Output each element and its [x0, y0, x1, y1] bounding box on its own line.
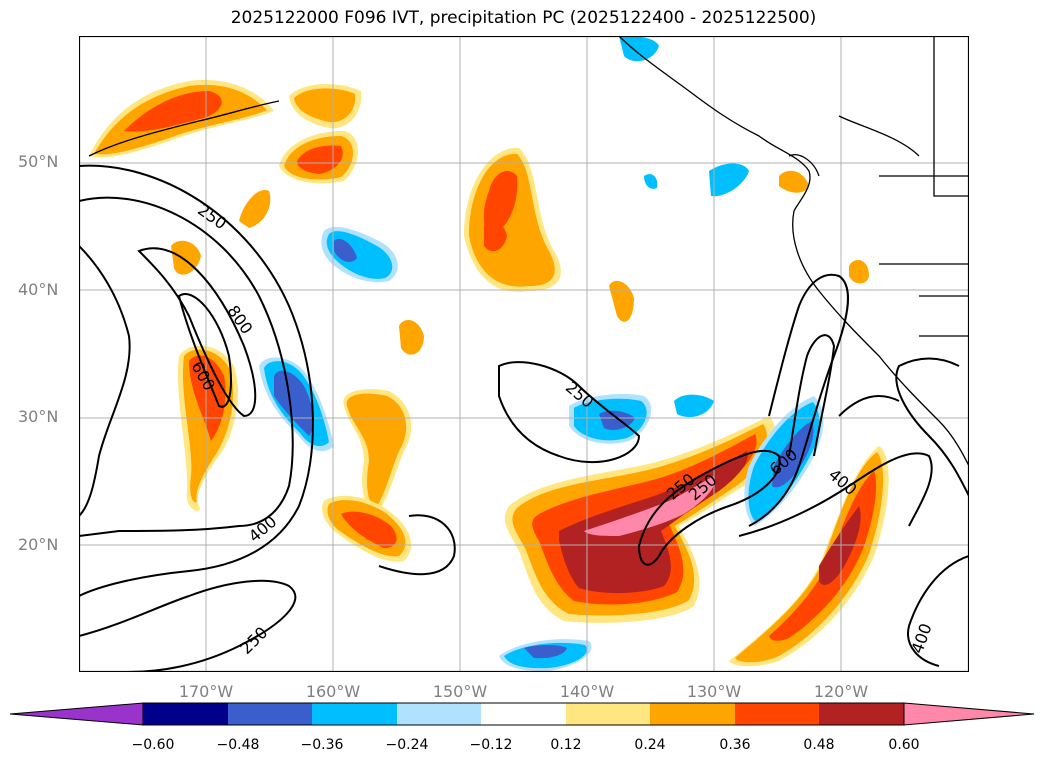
- coastlines: [88, 36, 969, 467]
- colorbar-bin: [312, 703, 397, 725]
- lon-label-150w: 150°W: [432, 682, 488, 701]
- colorbar-tick: 0.12: [550, 737, 582, 753]
- colorbar-tick: −0.24: [385, 737, 429, 753]
- negative-anomaly-shading: [259, 36, 824, 672]
- lon-label-120w: 120°W: [813, 682, 869, 701]
- lat-label-20n: 20°N: [18, 535, 59, 554]
- colorbar-tick: 0.60: [888, 737, 920, 753]
- colorbar-tick: −0.12: [469, 737, 513, 753]
- lat-label-30n: 30°N: [18, 407, 59, 426]
- colorbar-bin: [397, 703, 481, 725]
- colorbar-bin: [650, 703, 735, 725]
- positive-anomaly-shading: [89, 80, 889, 667]
- lat-label-40n: 40°N: [18, 280, 59, 299]
- colorbar: [10, 702, 1035, 726]
- colorbar-bin: [735, 703, 819, 725]
- lon-label-140w: 140°W: [559, 682, 615, 701]
- colorbar-bin: [228, 703, 312, 725]
- lat-label-50n: 50°N: [18, 152, 59, 171]
- colorbar-bin: [566, 703, 650, 725]
- colorbar-tick: 0.24: [634, 737, 666, 753]
- lon-label-130w: 130°W: [686, 682, 742, 701]
- colorbar-tick: −0.36: [300, 737, 344, 753]
- map-panel: 250 800 600 250 250 400 250 600 400 250 …: [79, 36, 969, 672]
- lon-label-160w: 160°W: [305, 682, 361, 701]
- map-title: 2025122000 F096 IVT, precipitation PC (2…: [230, 8, 817, 28]
- gridlines: [79, 36, 969, 672]
- ivt-contours: [79, 164, 969, 672]
- colorbar-tick: −0.60: [131, 737, 175, 753]
- colorbar-extend-high: [903, 702, 1035, 726]
- colorbar-tick: −0.48: [216, 737, 260, 753]
- colorbar-tick: 0.48: [803, 737, 835, 753]
- colorbar-bin: [819, 703, 904, 725]
- colorbar-extend-low: [10, 702, 144, 726]
- colorbar-bin: [143, 703, 228, 725]
- colorbar-tick: 0.36: [719, 737, 751, 753]
- lon-label-170w: 170°W: [178, 682, 234, 701]
- colorbar-bin: [481, 703, 566, 725]
